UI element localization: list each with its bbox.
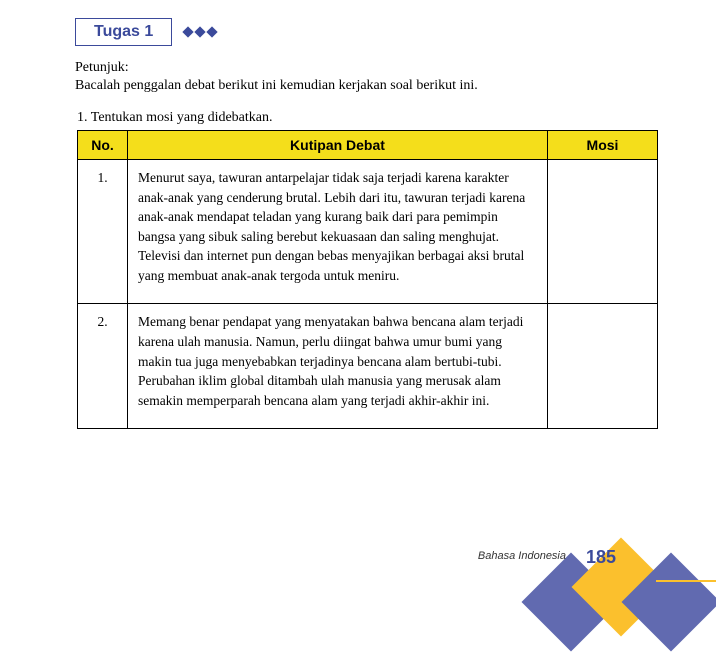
task-badge: Tugas 1 (75, 18, 172, 46)
page-number: 185 (586, 547, 616, 568)
debate-table: No. Kutipan Debat Mosi 1. Menurut saya, … (77, 130, 658, 429)
task-header: Tugas 1 (75, 18, 656, 46)
header-no: No. (78, 131, 128, 160)
table-row: 1. Menurut saya, tawuran antarpelajar ti… (78, 160, 658, 304)
instruction-text: Bacalah penggalan debat berikut ini kemu… (75, 78, 656, 94)
page-content: Tugas 1 Petunjuk: Bacalah penggalan deba… (0, 0, 716, 429)
diamond-icon (183, 26, 194, 37)
diamond-decorations (184, 28, 216, 36)
cell-kutipan: Menurut saya, tawuran antarpelajar tidak… (128, 160, 548, 304)
cell-no: 1. (78, 160, 128, 304)
diamond-icon (207, 26, 218, 37)
cell-mosi (548, 160, 658, 304)
cell-kutipan: Memang benar pendapat yang menyatakan ba… (128, 304, 548, 429)
diamond-icon (195, 26, 206, 37)
footer-subject: Bahasa Indonesia (478, 550, 566, 562)
footer-line (656, 580, 716, 582)
page-footer: Bahasa Indonesia 185 (0, 530, 716, 602)
table-row: 2. Memang benar pendapat yang menyatakan… (78, 304, 658, 429)
table-header-row: No. Kutipan Debat Mosi (78, 131, 658, 160)
header-kutipan: Kutipan Debat (128, 131, 548, 160)
instruction-label: Petunjuk: (75, 60, 656, 76)
cell-mosi (548, 304, 658, 429)
question-text: 1. Tentukan mosi yang didebatkan. (75, 110, 656, 126)
cell-no: 2. (78, 304, 128, 429)
header-mosi: Mosi (548, 131, 658, 160)
